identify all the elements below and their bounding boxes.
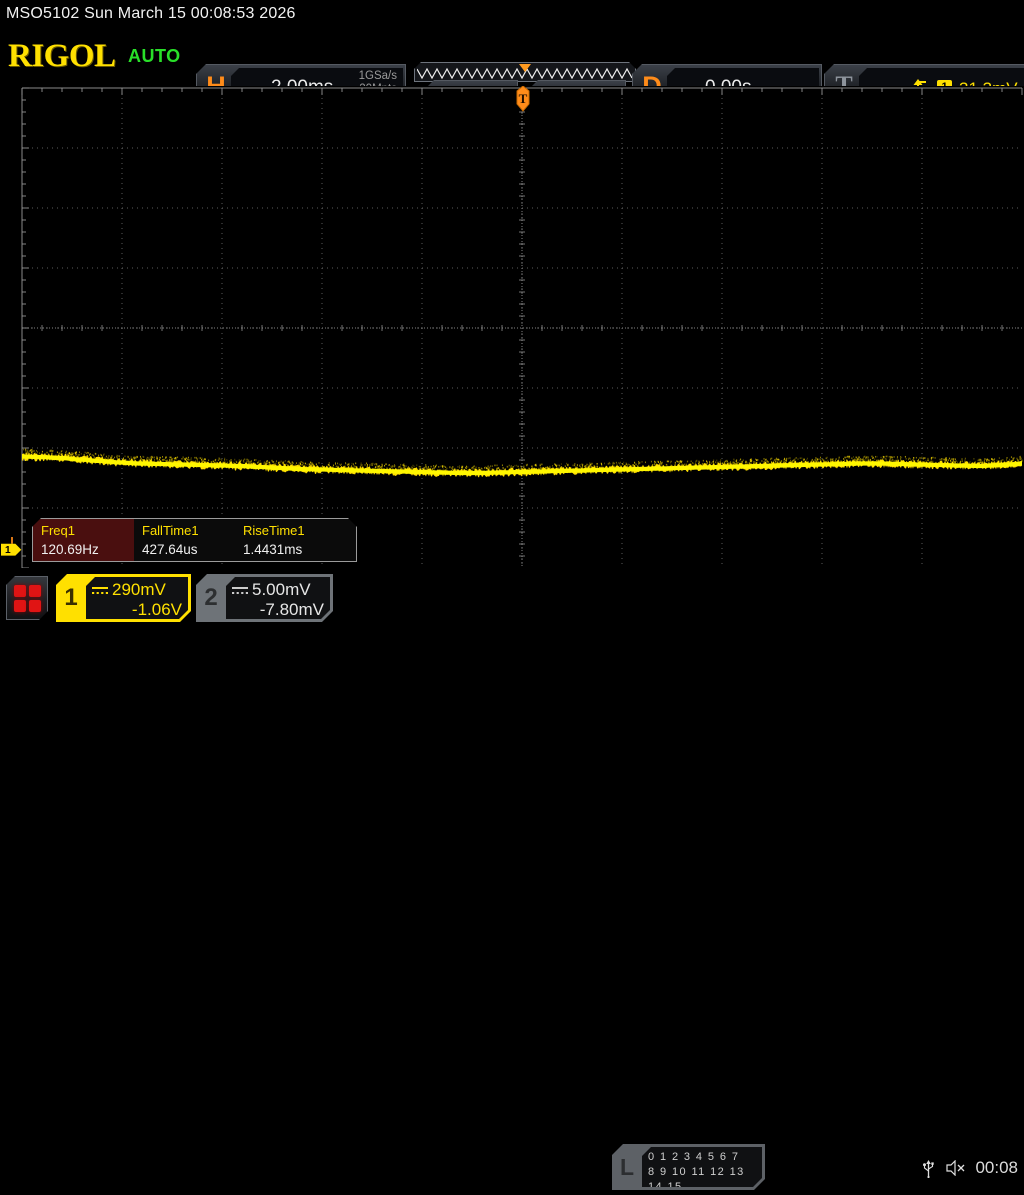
dc-coupling-icon bbox=[92, 586, 108, 595]
memory-trigger-marker-icon bbox=[519, 64, 531, 72]
waveform-display-area[interactable]: T 1 Freq1 120.69Hz FallTime1 427.64us Ri… bbox=[0, 86, 1024, 568]
scope-toolbar: RIGOL AUTO H 2.00ms 1GSa/s 20Mpts Measur… bbox=[0, 28, 1024, 108]
menu-square bbox=[29, 600, 41, 612]
measurement-item[interactable]: Freq1 120.69Hz bbox=[33, 519, 134, 561]
measurement-results-panel[interactable]: Freq1 120.69Hz FallTime1 427.64us RiseTi… bbox=[32, 518, 357, 562]
logic-row-high: 8 9 10 11 12 13 14 15 bbox=[648, 1166, 745, 1193]
channel1-waveform bbox=[20, 448, 1024, 478]
channel-1-readout[interactable]: 290mV -1.06V bbox=[86, 577, 188, 619]
logic-channels-panel[interactable]: L 0 1 2 3 4 5 6 7 8 9 10 11 12 13 14 15 bbox=[612, 1144, 765, 1190]
svg-text:T: T bbox=[519, 91, 528, 106]
title-bar: MSO5102 Sun March 15 00:08:53 2026 bbox=[0, 0, 1024, 28]
svg-text:1: 1 bbox=[5, 545, 11, 556]
measurement-label: RiseTime1 bbox=[243, 523, 305, 538]
runtime-clock: 00:08 bbox=[975, 1158, 1018, 1177]
channel-1-badge: 1 bbox=[64, 584, 78, 611]
logic-row-low: 0 1 2 3 4 5 6 7 bbox=[648, 1151, 740, 1163]
logic-badge: L bbox=[619, 1154, 635, 1180]
channel-2-panel[interactable]: 2 5.00mV -7.80mV bbox=[196, 574, 333, 622]
status-icons: 00:08 bbox=[922, 1154, 1018, 1182]
bottom-status-bar: 1 290mV -1.06V 2 5.00mV -7.80 bbox=[0, 568, 1024, 630]
menu-square bbox=[29, 585, 41, 597]
rigol-logo: RIGOL bbox=[8, 38, 116, 74]
menu-square bbox=[14, 585, 26, 597]
channel1-trace-core bbox=[20, 454, 1024, 476]
dc-coupling-icon bbox=[232, 586, 248, 595]
channel-2-badge: 2 bbox=[204, 584, 218, 611]
memory-overview-bar[interactable] bbox=[414, 62, 636, 82]
acquisition-mode-label: AUTO bbox=[128, 46, 181, 66]
channel-1-offset: -1.06V bbox=[131, 600, 182, 619]
measurement-value: 1.4431ms bbox=[243, 542, 303, 557]
usb-icon bbox=[923, 1160, 935, 1178]
measurement-item[interactable]: RiseTime1 1.4431ms bbox=[235, 519, 336, 561]
memory-waveform-preview bbox=[417, 66, 633, 80]
measurement-label: FallTime1 bbox=[142, 523, 199, 538]
menu-square bbox=[14, 600, 26, 612]
speaker-muted-icon[interactable] bbox=[944, 1160, 966, 1176]
measurement-item[interactable]: FallTime1 427.64us bbox=[134, 519, 235, 561]
trigger-position-marker-icon[interactable]: T bbox=[513, 86, 533, 116]
model-and-datetime: MSO5102 Sun March 15 00:08:53 2026 bbox=[6, 5, 296, 22]
logic-channel-list[interactable]: 0 1 2 3 4 5 6 7 8 9 10 11 12 13 14 15 bbox=[642, 1147, 762, 1187]
graticule-grid bbox=[21, 87, 1023, 568]
grid-menu-icon[interactable] bbox=[6, 576, 48, 620]
measurement-label: Freq1 bbox=[41, 523, 75, 538]
measurement-value: 427.64us bbox=[142, 542, 198, 557]
channel-2-volts-per-div: 5.00mV bbox=[252, 580, 311, 599]
sample-rate: 1GSa/s bbox=[358, 70, 397, 82]
channel-1-volts-per-div: 290mV bbox=[112, 580, 166, 599]
channel1-ground-marker-icon[interactable]: 1 bbox=[0, 537, 24, 559]
measurement-value: 120.69Hz bbox=[41, 542, 99, 557]
channel-1-panel[interactable]: 1 290mV -1.06V bbox=[56, 574, 191, 622]
channel-2-readout[interactable]: 5.00mV -7.80mV bbox=[226, 577, 330, 619]
channel-2-offset: -7.80mV bbox=[259, 600, 324, 619]
